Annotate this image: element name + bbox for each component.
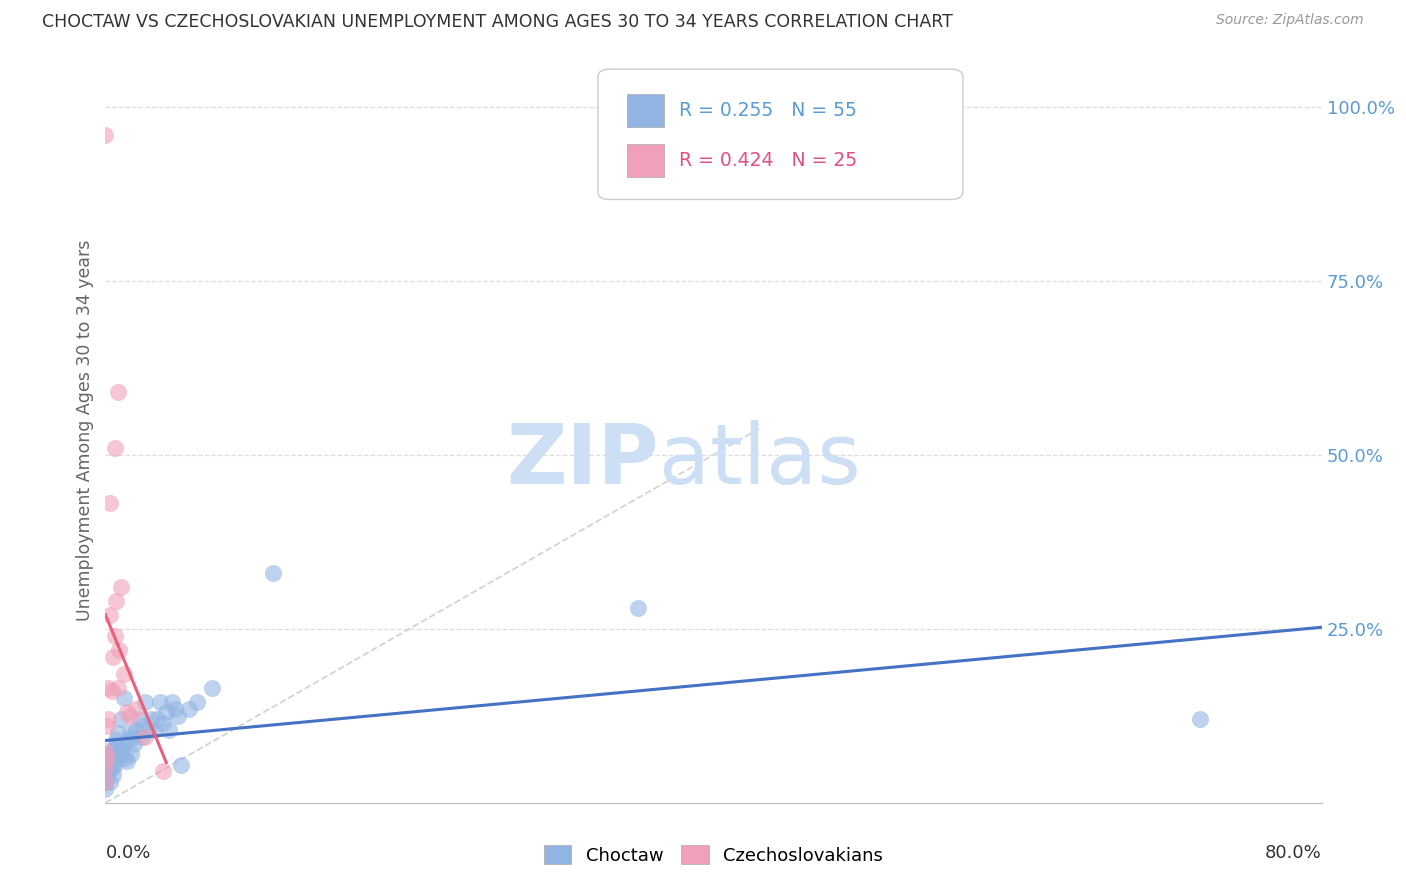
Point xyxy=(97,761,120,775)
Text: 0.0%: 0.0% xyxy=(105,844,150,862)
Point xyxy=(134,695,156,709)
Point xyxy=(157,723,180,737)
Text: CHOCTAW VS CZECHOSLOVAKIAN UNEMPLOYMENT AMONG AGES 30 TO 34 YEARS CORRELATION CH: CHOCTAW VS CZECHOSLOVAKIAN UNEMPLOYMENT … xyxy=(42,13,953,31)
Point xyxy=(103,441,125,455)
Point xyxy=(97,712,120,726)
Point xyxy=(124,737,146,751)
Point xyxy=(100,684,122,698)
FancyBboxPatch shape xyxy=(627,95,664,128)
Point xyxy=(96,719,118,733)
Point xyxy=(136,723,159,737)
Point xyxy=(152,764,174,779)
Point xyxy=(177,702,200,716)
Text: atlas: atlas xyxy=(659,419,860,500)
Point xyxy=(120,747,142,761)
Point xyxy=(139,712,162,726)
Point xyxy=(101,649,124,664)
Text: R = 0.424   N = 25: R = 0.424 N = 25 xyxy=(679,152,858,170)
Point xyxy=(111,740,134,755)
Point xyxy=(98,496,121,510)
Point xyxy=(94,764,117,779)
Point xyxy=(108,750,131,764)
Point xyxy=(146,712,169,726)
Point xyxy=(94,128,117,142)
Point xyxy=(112,691,135,706)
Point xyxy=(125,702,148,716)
Point xyxy=(134,730,156,744)
Point xyxy=(103,757,125,772)
Point xyxy=(98,607,121,622)
Point xyxy=(98,775,121,789)
Point xyxy=(108,642,131,657)
Point xyxy=(105,750,128,764)
Point xyxy=(121,730,143,744)
Point xyxy=(110,580,132,594)
Point xyxy=(107,740,129,755)
Point xyxy=(1188,712,1211,726)
FancyBboxPatch shape xyxy=(598,70,963,200)
Point xyxy=(115,754,138,768)
Point xyxy=(97,681,120,695)
Point xyxy=(186,695,208,709)
Point xyxy=(110,712,132,726)
Point xyxy=(167,708,190,723)
Point xyxy=(149,695,172,709)
Point xyxy=(105,594,128,608)
Point xyxy=(94,781,117,796)
Point xyxy=(101,750,124,764)
Point xyxy=(97,747,120,761)
Point xyxy=(101,768,124,782)
Point xyxy=(94,754,117,768)
Point xyxy=(117,733,139,747)
Point xyxy=(201,681,224,695)
Point xyxy=(107,726,129,740)
Point xyxy=(103,740,125,755)
Point xyxy=(132,719,155,733)
Y-axis label: Unemployment Among Ages 30 to 34 years: Unemployment Among Ages 30 to 34 years xyxy=(76,240,94,621)
Point xyxy=(98,757,121,772)
Point xyxy=(107,681,129,695)
Point xyxy=(114,750,136,764)
Point xyxy=(162,695,184,709)
Point xyxy=(100,761,122,775)
Point xyxy=(103,629,125,643)
Text: R = 0.255   N = 55: R = 0.255 N = 55 xyxy=(679,102,858,120)
Point xyxy=(100,743,122,757)
Point xyxy=(152,715,174,730)
Point xyxy=(94,761,117,775)
Point xyxy=(94,743,117,757)
Point xyxy=(96,750,118,764)
Point xyxy=(107,385,129,400)
Point xyxy=(155,706,177,720)
Point xyxy=(96,754,118,768)
Legend: Choctaw, Czechoslovakians: Choctaw, Czechoslovakians xyxy=(537,838,890,872)
Text: Source: ZipAtlas.com: Source: ZipAtlas.com xyxy=(1216,13,1364,28)
Point xyxy=(626,600,648,615)
Point xyxy=(170,757,193,772)
Point xyxy=(94,775,117,789)
Point xyxy=(118,708,141,723)
Point xyxy=(94,775,117,789)
Point xyxy=(96,768,118,782)
Text: 80.0%: 80.0% xyxy=(1265,844,1322,862)
Point xyxy=(110,747,132,761)
Point xyxy=(115,706,138,720)
Point xyxy=(165,702,187,716)
Point xyxy=(143,723,166,737)
Point xyxy=(118,726,141,740)
Point xyxy=(105,733,128,747)
Point xyxy=(131,730,153,744)
Point xyxy=(112,667,135,681)
Point xyxy=(262,566,284,580)
FancyBboxPatch shape xyxy=(627,145,664,178)
Point xyxy=(128,712,150,726)
Point xyxy=(125,723,148,737)
Text: ZIP: ZIP xyxy=(506,419,659,500)
